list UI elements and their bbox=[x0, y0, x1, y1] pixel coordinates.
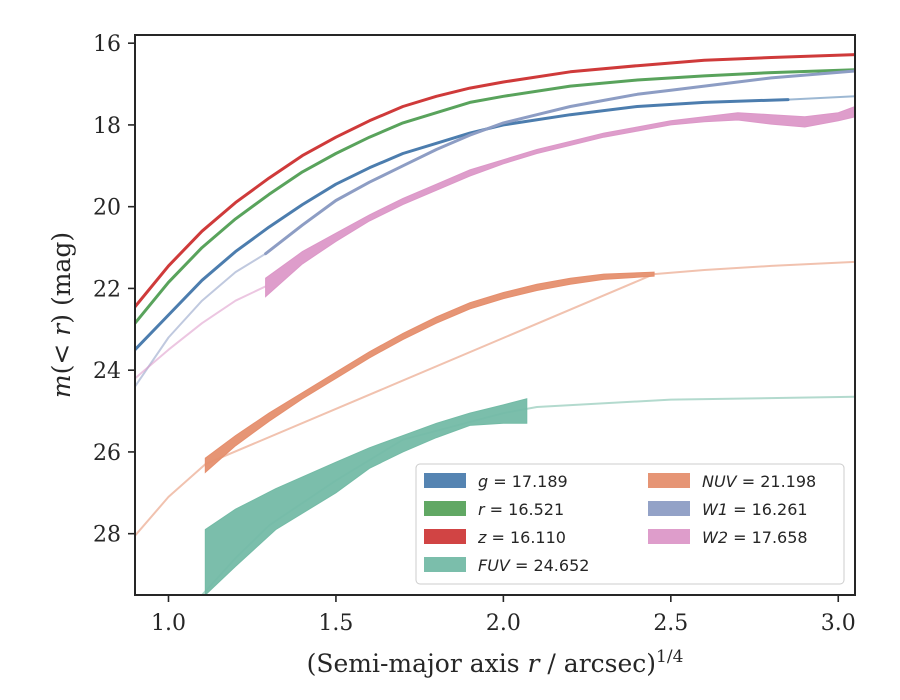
legend-box bbox=[415, 463, 845, 585]
nuv-band bbox=[204, 271, 655, 474]
legend-swatch-fuv bbox=[424, 557, 466, 572]
legend-label-fuv: FUV = 24.652 bbox=[478, 556, 589, 575]
x-axis-label: (Semi-major axis r / arcsec)1/4 bbox=[307, 647, 684, 678]
x-tick-label: 1.0 bbox=[151, 611, 186, 636]
legend-swatch-g bbox=[424, 473, 466, 488]
y-tick-label: 16 bbox=[93, 32, 121, 57]
y-axis: 16 18 20 22 24 26 28 bbox=[93, 32, 135, 548]
legend-swatch-nuv bbox=[648, 473, 690, 488]
x-tick-label: 2.0 bbox=[486, 611, 521, 636]
legend-label-nuv: NUV = 21.198 bbox=[702, 472, 816, 491]
z-line bbox=[135, 53, 855, 309]
y-tick-label: 20 bbox=[93, 196, 121, 221]
y-tick-label: 22 bbox=[93, 277, 121, 302]
legend-swatch-w2 bbox=[648, 529, 690, 544]
y-axis-label: m(< r) (mag) bbox=[47, 232, 76, 398]
x-tick-label: 3.0 bbox=[821, 611, 856, 636]
w1-line bbox=[264, 69, 855, 256]
legend-swatch-z bbox=[424, 529, 466, 544]
y-tick-label: 18 bbox=[93, 114, 121, 139]
y-tick-label: 28 bbox=[93, 523, 121, 548]
x-axis: 1.0 1.5 2.0 2.5 3.0 bbox=[151, 595, 856, 636]
legend-label-z: z = 16.110 bbox=[477, 528, 566, 547]
legend-label-g: g = 17.189 bbox=[478, 472, 568, 491]
series-layer bbox=[135, 53, 855, 595]
legend-swatch-r bbox=[424, 501, 466, 516]
legend-label-r: r = 16.521 bbox=[478, 500, 564, 519]
y-tick-label: 24 bbox=[93, 359, 121, 384]
legend: g = 17.189 r = 16.521 z = 16.110 FUV = 24.6… bbox=[415, 463, 845, 585]
y-tick-label: 26 bbox=[93, 441, 121, 466]
w2-band bbox=[265, 105, 855, 298]
legend-swatch-w1 bbox=[648, 501, 690, 516]
w1-extrapolated-line bbox=[135, 252, 267, 388]
w2-extrapolated-line bbox=[135, 285, 267, 380]
g-line bbox=[135, 98, 790, 352]
fuv-band bbox=[204, 398, 528, 595]
g-extrapolated-line bbox=[787, 95, 855, 101]
legend-label-w2: W2 = 17.658 bbox=[702, 528, 808, 547]
x-tick-label: 1.5 bbox=[318, 611, 353, 636]
r-line bbox=[135, 68, 855, 325]
plot-frame bbox=[134, 34, 856, 596]
x-tick-label: 2.5 bbox=[653, 611, 688, 636]
legend-label-w1: W1 = 16.261 bbox=[702, 500, 808, 519]
